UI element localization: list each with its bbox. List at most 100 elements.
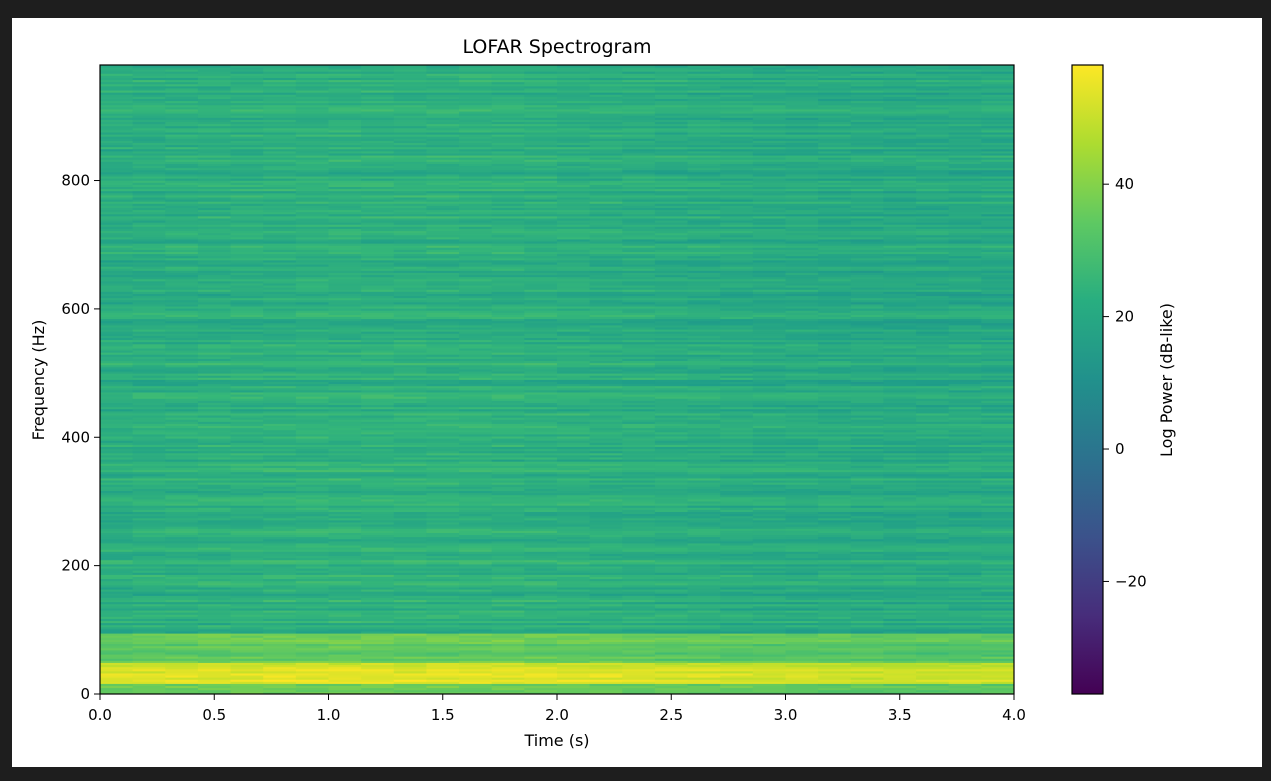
heatmap-cell	[197, 224, 232, 227]
heatmap-cell	[328, 345, 362, 349]
heatmap-cell	[132, 268, 166, 271]
heatmap-cell	[100, 419, 134, 422]
heatmap-cell	[165, 478, 199, 481]
heatmap-cell	[491, 264, 525, 267]
heatmap-cell	[263, 270, 297, 273]
heatmap-cell	[459, 180, 493, 183]
heatmap-cell	[491, 559, 525, 563]
heatmap-cell	[132, 543, 166, 546]
heatmap-cell	[328, 641, 362, 645]
heatmap-cell	[165, 469, 199, 473]
heatmap-cell	[622, 341, 656, 345]
heatmap-cell	[426, 69, 460, 72]
heatmap-cell	[622, 509, 656, 512]
heatmap-cell	[459, 125, 493, 129]
heatmap-cell	[230, 322, 264, 326]
heatmap-cell	[557, 293, 591, 297]
heatmap-cell	[426, 488, 460, 492]
heatmap-cell	[524, 534, 558, 538]
heatmap-cell	[557, 473, 591, 477]
heatmap-cell	[230, 549, 264, 552]
heatmap-cell	[295, 511, 330, 515]
heatmap-cell	[557, 410, 591, 414]
heatmap-cell	[426, 157, 460, 160]
heatmap-cell	[263, 431, 297, 435]
heatmap-cell	[165, 102, 199, 106]
heatmap-cell	[361, 576, 395, 580]
heatmap-cell	[263, 94, 297, 97]
heatmap-cell	[328, 425, 362, 429]
heatmap-cell	[361, 132, 395, 135]
heatmap-cell	[426, 408, 460, 412]
heatmap-cell	[165, 461, 199, 464]
heatmap-cell	[524, 289, 558, 292]
heatmap-cell	[459, 425, 493, 429]
heatmap-cell	[393, 331, 428, 334]
heatmap-cell	[622, 293, 656, 297]
heatmap-cell	[393, 673, 428, 676]
heatmap-cell	[197, 641, 232, 645]
heatmap-cell	[100, 264, 134, 267]
heatmap-cell	[622, 490, 656, 494]
heatmap-cell	[328, 652, 362, 655]
heatmap-cell	[459, 358, 493, 362]
heatmap-cell	[132, 327, 166, 330]
heatmap-cell	[622, 406, 656, 410]
heatmap-cell	[524, 425, 558, 429]
heatmap-cell	[165, 580, 199, 584]
heatmap-cell	[165, 540, 199, 544]
heatmap-cell	[197, 106, 232, 110]
heatmap-cell	[263, 496, 297, 500]
heatmap-cell	[165, 375, 199, 378]
heatmap-cell	[393, 536, 428, 540]
heatmap-cell	[361, 635, 395, 638]
heatmap-cell	[100, 534, 134, 538]
heatmap-cell	[263, 194, 297, 198]
heatmap-cell	[165, 192, 199, 196]
heatmap-cell	[132, 226, 166, 229]
heatmap-cell	[165, 675, 199, 678]
heatmap-cell	[622, 578, 656, 582]
heatmap-cell	[426, 320, 460, 324]
heatmap-cell	[589, 513, 623, 517]
heatmap-cell	[459, 331, 493, 334]
heatmap-cell	[557, 618, 591, 622]
heatmap-cell	[197, 264, 232, 267]
heatmap-cell	[361, 685, 395, 689]
heatmap-cell	[393, 501, 428, 504]
heatmap-cell	[295, 687, 330, 691]
heatmap-cell	[100, 211, 134, 215]
heatmap-cell	[295, 679, 330, 682]
heatmap-cell	[393, 373, 428, 376]
heatmap-cell	[165, 658, 199, 661]
heatmap-cell	[589, 427, 623, 431]
heatmap-cell	[263, 566, 297, 569]
heatmap-cell	[393, 595, 428, 598]
heatmap-cell	[263, 410, 297, 414]
heatmap-cell	[622, 547, 656, 550]
heatmap-cell	[230, 161, 264, 164]
heatmap-cell	[459, 130, 493, 133]
heatmap-cell	[622, 524, 656, 527]
heatmap-cell	[230, 597, 264, 601]
heatmap-cell	[165, 603, 199, 607]
heatmap-cell	[132, 574, 166, 577]
heatmap-cell	[361, 666, 395, 670]
heatmap-cell	[557, 406, 591, 410]
heatmap-cell	[100, 461, 134, 464]
heatmap-cell	[295, 314, 330, 317]
heatmap-cell	[132, 480, 166, 483]
heatmap-cell	[165, 276, 199, 280]
heatmap-cell	[295, 517, 330, 521]
heatmap-cell	[132, 576, 166, 580]
heatmap-cell	[100, 566, 134, 569]
heatmap-cell	[361, 467, 395, 471]
heatmap-cell	[197, 656, 232, 659]
heatmap-cell	[524, 377, 558, 380]
heatmap-cell	[295, 274, 330, 278]
heatmap-cell	[263, 538, 297, 542]
heatmap-cell	[230, 280, 264, 284]
heatmap-cell	[328, 515, 362, 519]
heatmap-cell	[491, 310, 525, 313]
heatmap-cell	[393, 494, 428, 498]
